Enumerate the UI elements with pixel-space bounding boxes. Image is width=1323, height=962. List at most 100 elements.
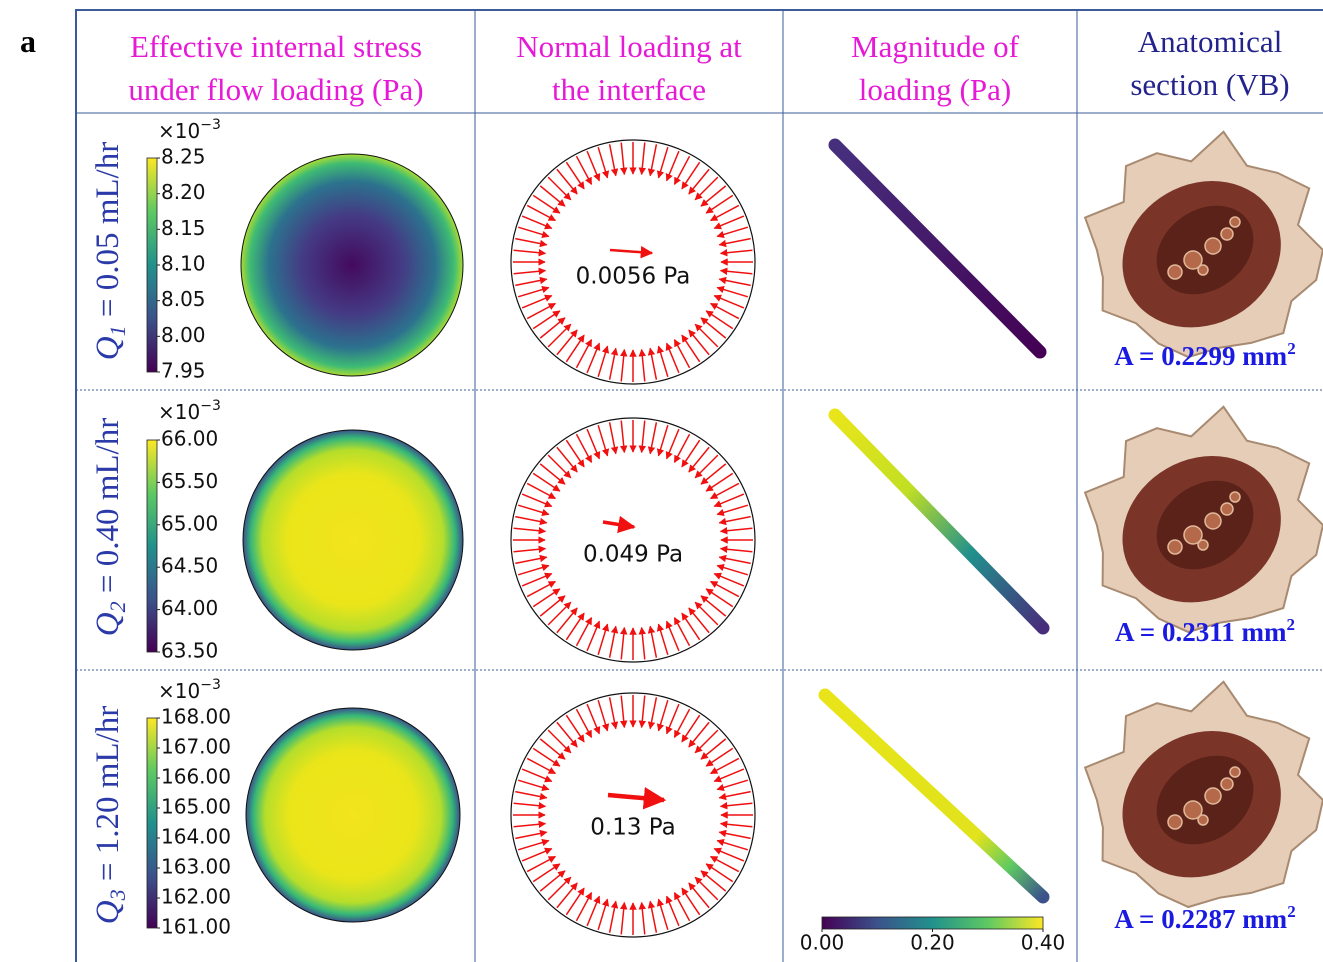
- vessel: [1221, 228, 1233, 240]
- vessel: [1168, 815, 1182, 829]
- load-arrow: [548, 455, 571, 478]
- load-arrow: [667, 621, 679, 651]
- colorbar: [147, 440, 157, 652]
- header-line: Effective internal stress: [130, 29, 422, 64]
- flow-value: = 0.05 mL/hr: [90, 142, 126, 326]
- colorbar-tick-label: 8.15: [161, 216, 206, 240]
- header-line: Magnitude of: [851, 29, 1020, 64]
- load-arrow: [721, 271, 753, 274]
- colorbar-tick-label: 162.00: [161, 885, 231, 909]
- colorbar-tick-label: 63.50: [161, 639, 218, 663]
- load-arrow: [522, 574, 552, 586]
- colorbar-tick-label: 8.20: [161, 180, 206, 204]
- load-arrow: [721, 528, 753, 531]
- colorbar-tick-label: 163.00: [161, 855, 231, 879]
- colorbar: [147, 158, 157, 372]
- vessel: [1230, 217, 1240, 227]
- load-arrow: [518, 227, 549, 236]
- load-arrow: [587, 151, 599, 181]
- load-arrow: [714, 574, 744, 586]
- area-text: A = 0.2311 mm: [1115, 617, 1287, 647]
- vessel: [1205, 513, 1221, 529]
- load-arrow: [514, 824, 546, 827]
- load-arrow: [650, 348, 656, 379]
- load-arrow: [717, 566, 748, 575]
- colorbar-tick-label: 65.50: [161, 469, 218, 493]
- load-arrow: [642, 903, 645, 935]
- load-arrow: [695, 602, 718, 625]
- exponent-base: ×10: [158, 400, 200, 424]
- load-arrow: [717, 227, 748, 236]
- load-arrow: [719, 792, 750, 798]
- colorbar-tick-label: 165.00: [161, 795, 231, 819]
- flow-subscript: 1: [105, 325, 130, 336]
- load-arrow: [659, 147, 668, 178]
- magnitude-tick-label: 0.00: [800, 931, 845, 955]
- colorbar-exponent: ×10−3: [158, 398, 221, 424]
- load-arrow: [659, 700, 668, 731]
- load-arrow: [714, 849, 744, 861]
- load-arrow: [667, 343, 679, 373]
- area-text: A = 0.2299 mm: [1114, 341, 1287, 371]
- load-arrow: [717, 780, 748, 789]
- exponent-power: −3: [200, 398, 221, 414]
- vessel: [1230, 767, 1240, 777]
- load-arrow: [598, 147, 607, 178]
- colorbar-tick-label: 167.00: [161, 735, 231, 759]
- area-superscript: 2: [1287, 339, 1296, 358]
- load-arrow: [514, 803, 546, 806]
- load-arrow: [548, 177, 571, 200]
- vessel: [1198, 540, 1208, 550]
- load-arrow: [522, 849, 552, 861]
- vessel: [1205, 238, 1221, 254]
- colorbar: [147, 718, 157, 928]
- panel-label: a: [20, 23, 36, 59]
- vessel: [1168, 540, 1182, 554]
- load-arrow: [587, 343, 599, 373]
- stress-disc: [241, 154, 463, 376]
- colorbar-tick-label: 64.50: [161, 554, 218, 578]
- load-arrow: [610, 144, 616, 175]
- header-line: the interface: [552, 72, 706, 107]
- load-arrow: [650, 901, 656, 932]
- row-label: Q1 = 0.05 mL/hr: [90, 142, 130, 360]
- load-arrow: [522, 216, 552, 228]
- flow-value: = 0.40 mL/hr: [90, 418, 126, 602]
- stress-disc: [246, 708, 460, 922]
- scale-arrow: [608, 795, 664, 800]
- header-line: Normal loading at: [516, 29, 742, 64]
- load-arrow: [642, 143, 645, 175]
- load-arrow: [714, 216, 744, 228]
- area-superscript: 2: [1287, 902, 1296, 921]
- load-arrow: [598, 700, 607, 731]
- flow-value: = 1.20 mL/hr: [90, 706, 126, 890]
- load-arrow: [514, 271, 546, 274]
- load-arrow: [587, 704, 599, 734]
- load-arrow: [667, 151, 679, 181]
- exponent-base: ×10: [158, 119, 200, 143]
- area-label: A = 0.2299 mm2: [1114, 339, 1295, 371]
- loaded-rod: [835, 415, 1043, 628]
- column-headers: Effective internal stress under flow loa…: [128, 24, 1289, 107]
- colorbar-tick-label: 65.00: [161, 511, 218, 535]
- vessel: [1221, 503, 1233, 515]
- load-arrow: [522, 769, 552, 781]
- exponent-power: −3: [200, 677, 221, 693]
- load-arrow: [515, 239, 546, 245]
- flow-subscript: 3: [105, 889, 130, 901]
- load-arrow: [650, 144, 656, 175]
- flow-subscript: 2: [105, 601, 130, 612]
- colorbar-exponent: ×10−3: [158, 117, 221, 143]
- loaded-rod: [835, 145, 1040, 352]
- load-arrow: [518, 780, 549, 789]
- magnitude-tick-label: 0.20: [910, 931, 955, 955]
- exponent-power: −3: [200, 117, 221, 133]
- header-line: section (VB): [1130, 67, 1289, 102]
- load-arrow: [548, 730, 571, 753]
- load-arrow: [717, 288, 748, 297]
- load-arrow: [642, 696, 645, 728]
- load-arrow: [719, 279, 750, 285]
- colorbar-tick-label: 168.00: [161, 705, 231, 729]
- stress-disc: [243, 430, 463, 650]
- vessel: [1168, 265, 1182, 279]
